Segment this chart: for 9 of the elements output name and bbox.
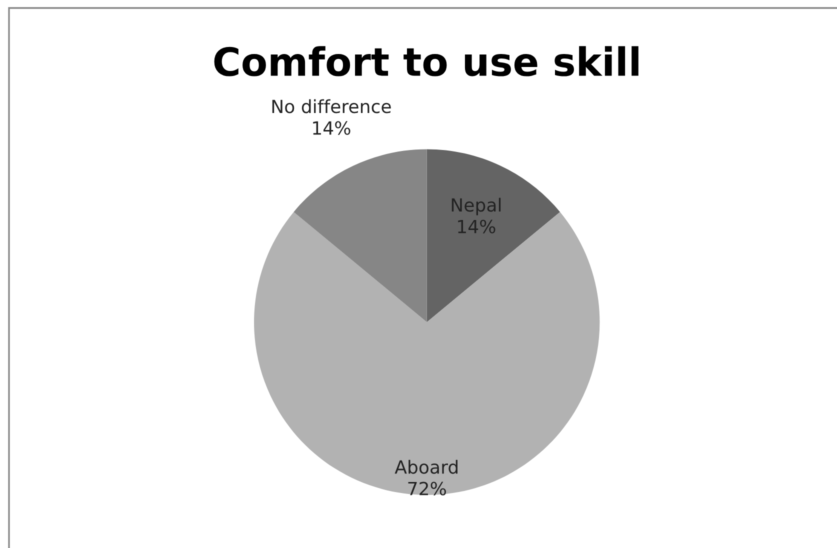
chart-title: Comfort to use skill <box>214 46 638 76</box>
data-label: 72% <box>408 482 446 496</box>
slice-label: Aboard <box>394 460 458 474</box>
slice-label: No difference <box>272 99 391 114</box>
data-label: 14% <box>458 220 496 234</box>
pie-slice <box>294 149 427 322</box>
pie-slice <box>426 149 560 322</box>
data-label: 14% <box>313 121 350 135</box>
slice-label: Nepal <box>452 198 501 216</box>
